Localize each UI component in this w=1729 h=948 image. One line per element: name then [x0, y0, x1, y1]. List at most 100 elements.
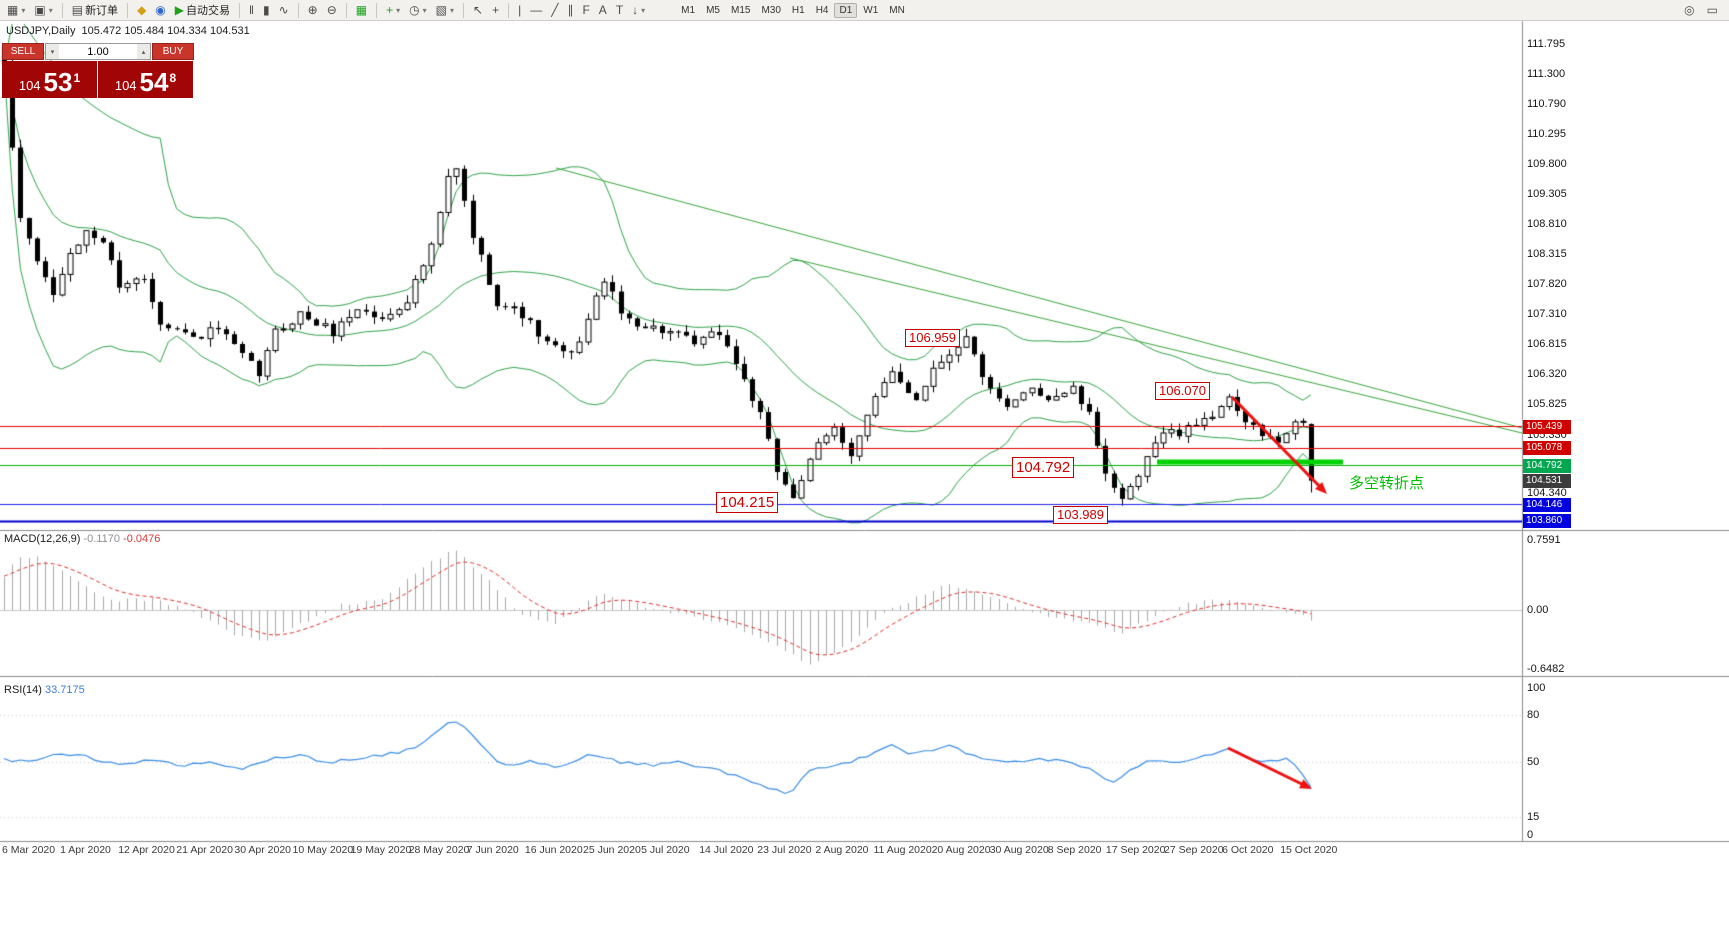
panel-toggle-button[interactable]: ▭: [1703, 0, 1722, 20]
sell-price-big: 53: [43, 67, 73, 98]
turning-point-annotation[interactable]: 多空转折点: [1349, 475, 1425, 492]
crosshair-button-icon: +: [492, 3, 500, 17]
panel-toggle-button-icon: ▭: [1706, 3, 1718, 17]
rsi-name: RSI(14): [4, 684, 42, 696]
buy-price-sup: 8: [169, 71, 177, 85]
channel-button-icon: ∥: [567, 3, 574, 17]
chart-ohlc-values: 105.472 105.484 104.334 104.531: [81, 25, 250, 37]
line-chart-button[interactable]: ∿: [275, 0, 293, 20]
new-order-button-label: 新订单: [85, 5, 119, 17]
zoom-in-button-icon: ⊕: [307, 3, 318, 17]
autotrading-button-label: 自动交易: [186, 5, 231, 17]
candles-chart-button[interactable]: ▮: [259, 0, 274, 20]
chevron-down-icon: ▾: [21, 5, 26, 15]
label-button-icon: T: [615, 3, 624, 17]
volume-decrement-button[interactable]: ▾: [46, 44, 59, 59]
buy-price-display[interactable]: 104 54 8: [98, 61, 193, 98]
rsi-value: 33.7175: [44, 684, 85, 696]
toolbar-separator: [463, 2, 465, 18]
timeframe-mn-button[interactable]: MN: [889, 4, 905, 16]
timeframe-h4-button[interactable]: H4: [815, 4, 829, 16]
timeframe-d1-button[interactable]: D1: [834, 2, 858, 18]
vertical-line-button[interactable]: |: [514, 0, 525, 20]
timeframe-w1-button[interactable]: W1: [863, 4, 879, 16]
volume-input[interactable]: [59, 44, 137, 59]
timeframe-group: M1 M5 M15 M30 H1 H4 D1 W1 MN: [676, 2, 910, 18]
trendline-button-icon: ╱: [551, 3, 559, 17]
cursor-button-icon: ↖: [473, 3, 484, 17]
timeframe-m15-button[interactable]: M15: [730, 4, 751, 16]
toolbar-separator: [239, 2, 241, 18]
profiles-button[interactable]: ▣ ▾: [30, 0, 56, 20]
chevron-down-icon: ▾: [450, 5, 455, 15]
volume-field: ▾ ▴: [45, 43, 151, 60]
templates-button-icon: ▧: [435, 3, 447, 17]
label-button[interactable]: T: [612, 0, 627, 20]
profiles-button-icon: ▣: [34, 3, 46, 17]
bars-chart-button[interactable]: ‖: [245, 0, 258, 20]
toolbar-right-group: ◎ ▭: [1680, 0, 1726, 20]
toolbar-separator: [345, 2, 347, 18]
arrows-button[interactable]: ↓ ▾: [628, 0, 649, 20]
tile-windows-button[interactable]: ▦: [352, 0, 371, 20]
search-button[interactable]: ◎: [1680, 0, 1698, 20]
toolbar-separator: [376, 2, 378, 18]
trendline-button[interactable]: ╱: [547, 0, 562, 20]
templates-button[interactable]: ▧ ▾: [432, 0, 458, 20]
buy-price-big: 54: [139, 67, 169, 98]
horizontal-line-button[interactable]: —: [526, 0, 546, 20]
new-chart-button-icon: ▦: [7, 3, 19, 17]
indicators-button-icon: +: [386, 3, 394, 17]
zoom-in-button[interactable]: ⊕: [304, 0, 322, 20]
metaeditor-button-icon: ◆: [137, 3, 147, 17]
tile-windows-button-icon: ▦: [355, 3, 368, 17]
toolbar: ▦ ▾ ▣ ▾ ▤ 新订单 ◆ ◉ ▶ 自动交易 ‖ ▮ ∿ ⊕ ⊖ ▦ + ▾ ◷ ▾ ▧ ▾ ↖ + | — ╱ ∥ F A T ↓ ▾ M1…: [0, 0, 1729, 21]
autotrading-button-icon: ▶: [174, 3, 185, 17]
indicators-button[interactable]: + ▾: [382, 0, 404, 20]
macd-indicator-label: MACD(12,26,9) -0.1170 -0.0476: [4, 533, 160, 545]
text-button-icon: A: [598, 3, 607, 17]
periods-button[interactable]: ◷ ▾: [405, 0, 431, 20]
buy-button[interactable]: BUY: [152, 43, 194, 60]
chart-symbol-label: USDJPY,Daily: [6, 25, 76, 37]
sell-price-display[interactable]: 104 53 1: [2, 61, 97, 98]
trade-prices-row: 104 53 1 104 54 8: [2, 61, 194, 98]
trade-controls-row: SELL ▾ ▴ BUY: [2, 43, 194, 60]
rsi-indicator-label: RSI(14) 33.7175: [4, 684, 85, 696]
periods-button-icon: ◷: [409, 3, 420, 17]
search-button-icon: ◎: [1684, 3, 1695, 17]
experts-button[interactable]: ◉: [151, 0, 169, 20]
autotrading-button[interactable]: ▶ 自动交易: [171, 0, 234, 20]
timeframe-m30-button[interactable]: M30: [761, 4, 781, 16]
cursor-button[interactable]: ↖: [469, 0, 487, 20]
horizontal-line-button-icon: —: [530, 3, 543, 17]
fibonacci-button[interactable]: F: [578, 0, 593, 20]
new-order-button[interactable]: ▤ 新订单: [68, 0, 122, 20]
experts-button-icon: ◉: [155, 3, 166, 17]
arrows-button-icon: ↓: [632, 3, 639, 17]
metaeditor-button[interactable]: ◆: [133, 0, 150, 20]
new-order-button-icon: ▤: [71, 3, 84, 17]
line-chart-button-icon: ∿: [278, 3, 289, 17]
zoom-out-button[interactable]: ⊖: [323, 0, 341, 20]
toolbar-separator: [61, 2, 63, 18]
sell-price-sup: 1: [73, 71, 81, 85]
chevron-down-icon: ▾: [396, 5, 401, 15]
bars-chart-button-icon: ‖: [249, 3, 254, 17]
timeframe-m1-button[interactable]: M1: [681, 4, 696, 16]
toolbar-separator: [297, 2, 299, 18]
timeframe-m5-button[interactable]: M5: [706, 4, 720, 16]
text-button[interactable]: A: [595, 0, 611, 20]
sell-button[interactable]: SELL: [2, 43, 44, 60]
fibonacci-button-icon: F: [582, 3, 590, 17]
volume-increment-button[interactable]: ▴: [137, 44, 150, 59]
sell-price-int: 104: [18, 77, 41, 93]
crosshair-button[interactable]: +: [488, 0, 503, 20]
chevron-down-icon: ▾: [48, 5, 53, 15]
timeframe-h1-button[interactable]: H1: [791, 4, 805, 16]
new-chart-button[interactable]: ▦ ▾: [3, 0, 29, 20]
macd-main-value: -0.1170: [83, 533, 120, 545]
channel-button[interactable]: ∥: [563, 0, 577, 20]
